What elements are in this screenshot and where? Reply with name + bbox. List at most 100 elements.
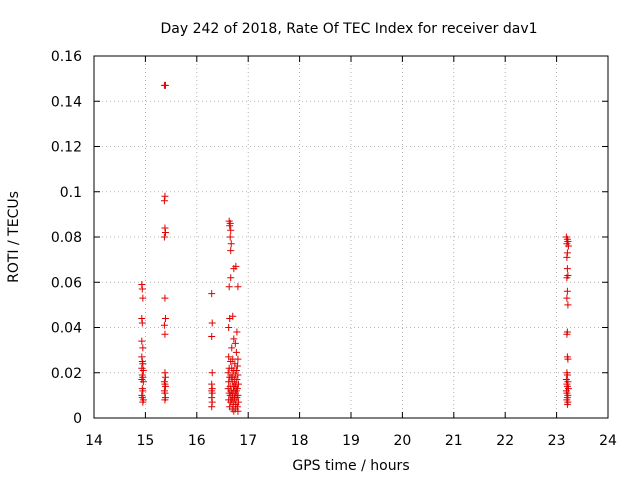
data-point bbox=[161, 330, 169, 338]
data-point bbox=[208, 398, 216, 406]
data-point bbox=[226, 314, 234, 322]
data-point bbox=[161, 228, 169, 236]
y-tick-label: 0.08 bbox=[51, 230, 82, 246]
data-point bbox=[139, 378, 147, 386]
data-point bbox=[161, 314, 169, 322]
data-point bbox=[563, 294, 571, 302]
grid-lines bbox=[94, 56, 608, 418]
chart-title: Day 242 of 2018, Rate Of TEC Index for r… bbox=[160, 21, 537, 37]
data-point bbox=[226, 233, 234, 241]
data-point bbox=[139, 398, 147, 406]
data-point bbox=[230, 335, 238, 343]
y-tick-label: 0 bbox=[73, 411, 82, 427]
data-point bbox=[228, 378, 236, 386]
data-point bbox=[161, 369, 169, 377]
x-axis-label: GPS time / hours bbox=[292, 458, 409, 474]
data-point bbox=[564, 355, 572, 363]
data-point bbox=[563, 287, 571, 295]
data-point bbox=[161, 389, 169, 397]
x-tick-label: 20 bbox=[393, 433, 411, 449]
data-point bbox=[225, 324, 233, 331]
x-tick-label: 16 bbox=[188, 433, 206, 449]
data-point bbox=[161, 373, 169, 381]
data-point bbox=[227, 274, 235, 282]
data-point bbox=[563, 371, 571, 379]
data-point bbox=[563, 274, 571, 282]
data-point bbox=[230, 265, 238, 273]
data-point bbox=[563, 330, 571, 338]
y-tick-label: 0.02 bbox=[51, 366, 82, 382]
data-point bbox=[225, 353, 233, 361]
data-point bbox=[233, 376, 241, 384]
data-point bbox=[161, 81, 169, 89]
data-point bbox=[232, 366, 240, 374]
data-point bbox=[232, 348, 240, 356]
y-tick-label: 0.1 bbox=[60, 185, 82, 201]
data-point bbox=[563, 265, 571, 273]
data-point bbox=[564, 242, 572, 250]
data-point bbox=[138, 319, 146, 327]
data-point bbox=[161, 192, 169, 200]
data-point bbox=[139, 294, 147, 302]
data-point bbox=[563, 249, 571, 257]
data-point bbox=[231, 396, 239, 404]
data-point bbox=[160, 233, 168, 241]
data-point bbox=[160, 321, 168, 329]
data-point bbox=[226, 222, 234, 230]
data-point bbox=[161, 396, 169, 404]
data-point bbox=[563, 253, 571, 261]
data-point bbox=[138, 285, 146, 293]
y-tick-label: 0.12 bbox=[51, 140, 82, 156]
data-point bbox=[138, 281, 146, 289]
x-axis-ticks: 14 15 16 17 18 19 20 21 22 23 24 bbox=[85, 56, 617, 449]
data-point bbox=[208, 319, 216, 327]
data-point bbox=[138, 353, 146, 361]
x-tick-label: 23 bbox=[548, 433, 566, 449]
data-point bbox=[234, 355, 242, 363]
data-point bbox=[227, 226, 235, 234]
data-point bbox=[208, 394, 216, 402]
y-axis-ticks: 0 0.02 0.04 0.06 0.08 0.1 0.12 0.14 0.16 bbox=[51, 49, 608, 427]
data-point bbox=[233, 362, 241, 370]
x-tick-label: 18 bbox=[291, 433, 309, 449]
data-point bbox=[228, 344, 236, 352]
data-point bbox=[231, 339, 239, 347]
data-point bbox=[224, 369, 232, 377]
x-tick-label: 21 bbox=[445, 433, 463, 449]
data-point bbox=[225, 283, 233, 291]
data-point bbox=[161, 382, 169, 390]
data-point bbox=[139, 360, 147, 368]
data-point bbox=[563, 400, 571, 408]
x-tick-label: 15 bbox=[136, 433, 154, 449]
data-point bbox=[138, 314, 146, 322]
data-point bbox=[139, 366, 147, 374]
y-tick-label: 0.04 bbox=[51, 321, 82, 337]
data-point bbox=[233, 328, 241, 336]
x-tick-label: 19 bbox=[342, 433, 360, 449]
data-point bbox=[227, 240, 235, 248]
data-point bbox=[234, 380, 242, 388]
data-point bbox=[139, 344, 147, 352]
x-tick-label: 22 bbox=[496, 433, 514, 449]
data-point bbox=[138, 337, 146, 345]
data-point bbox=[160, 197, 168, 205]
x-tick-label: 14 bbox=[85, 433, 103, 449]
data-point bbox=[139, 387, 147, 395]
data-point bbox=[208, 389, 216, 397]
y-tick-label: 0.14 bbox=[51, 94, 82, 110]
data-point bbox=[161, 294, 169, 302]
data-point bbox=[161, 224, 169, 232]
data-point bbox=[227, 247, 235, 255]
data-point bbox=[234, 283, 242, 291]
data-point bbox=[208, 380, 216, 388]
data-point bbox=[208, 333, 216, 341]
data-point bbox=[208, 369, 216, 377]
data-point bbox=[230, 407, 238, 415]
x-tick-label: 24 bbox=[599, 433, 617, 449]
y-tick-label: 0.16 bbox=[51, 49, 82, 65]
y-axis-label: ROTI / TECUs bbox=[6, 191, 22, 283]
data-point bbox=[227, 357, 235, 365]
x-tick-label: 17 bbox=[239, 433, 257, 449]
y-tick-label: 0.06 bbox=[51, 275, 82, 291]
